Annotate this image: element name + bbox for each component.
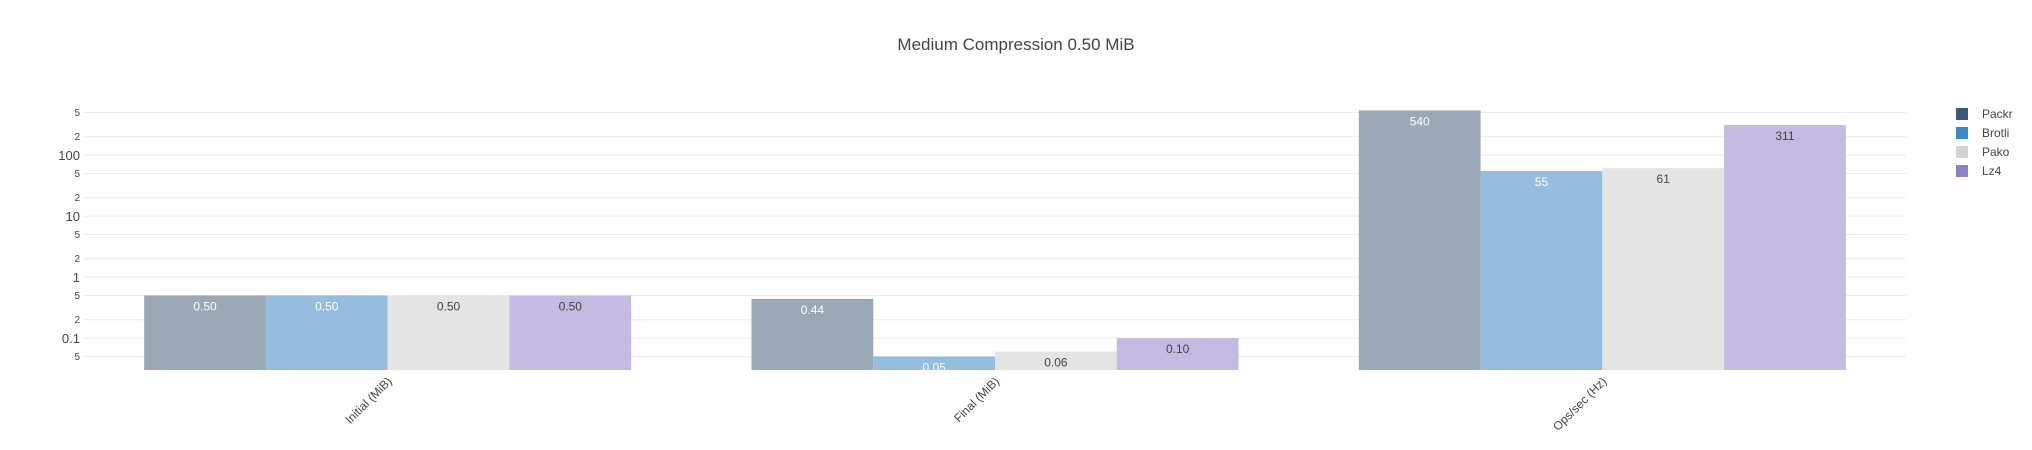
x-tick-label: Ops/sec (Hz) [1550, 374, 1609, 433]
legend-label: Packr [1982, 107, 2013, 121]
bar-lz4 [1116, 338, 1239, 370]
bar-value-label: 61 [1657, 172, 1671, 186]
bar-value-label: 0.50 [437, 299, 461, 313]
bar-packr [144, 295, 266, 370]
bar-value-label: 0.50 [559, 299, 583, 313]
legend-item-pako[interactable]: Pako [1956, 145, 2010, 159]
y-tick-label: 5 [74, 108, 80, 119]
bar-pako [387, 295, 510, 370]
legend-item-packr[interactable]: Packr [1956, 107, 2013, 121]
bar-lz4 [1724, 125, 1846, 370]
y-tick-label: 5 [74, 352, 80, 363]
bar-value-label: 0.05 [922, 360, 946, 374]
legend-swatch [1956, 165, 1968, 177]
legend-item-brotli[interactable]: Brotli [1956, 126, 2009, 140]
bar-value-label: 0.10 [1166, 342, 1190, 356]
legend[interactable]: Packr Brotli Pako Lz4 [1956, 107, 2013, 178]
x-tick-label: Final (MiB) [951, 374, 1002, 425]
bar-value-label: 0.50 [193, 299, 217, 313]
y-tick-label: 5 [74, 291, 80, 302]
legend-item-lz4[interactable]: Lz4 [1956, 164, 2002, 178]
bars [144, 110, 1846, 370]
legend-swatch [1956, 127, 1968, 139]
y-axis: 0.1 1 10 100 5 2 5 2 5 2 5 2 5 [58, 108, 80, 363]
data-labels: 0.50 0.50 0.50 0.50 0.44 0.05 0.06 0.10 540 55 61 3… [193, 114, 1794, 374]
y-tick-label: 2 [74, 132, 80, 143]
bar-value-label: 0.50 [315, 299, 339, 313]
bar-pako [1602, 168, 1725, 370]
bar-value-label: 0.44 [801, 303, 825, 317]
y-tick-label: 2 [74, 193, 80, 204]
bar-brotli [1480, 170, 1603, 370]
y-tick-label: 5 [74, 230, 80, 241]
chart-title: Medium Compression 0.50 MiB [897, 35, 1134, 54]
x-axis: Initial (MiB) Final (MiB) Ops/sec (Hz) [342, 374, 1609, 433]
bar-value-label: 0.06 [1044, 356, 1068, 370]
legend-label: Lz4 [1982, 164, 2002, 178]
legend-label: Brotli [1982, 126, 2009, 140]
y-tick-label: 5 [74, 169, 80, 180]
y-tick-label: 2 [74, 315, 80, 326]
legend-label: Pako [1982, 145, 2010, 159]
bar-packr [751, 298, 874, 370]
bar-brotli [873, 356, 995, 370]
y-tick-label: 100 [58, 148, 80, 163]
x-tick-label: Initial (MiB) [342, 374, 394, 426]
bar-value-label: 55 [1535, 175, 1549, 189]
legend-swatch [1956, 146, 1968, 158]
y-tick-label: 2 [74, 254, 80, 265]
legend-swatch [1956, 108, 1968, 120]
y-tick-label: 0.1 [62, 331, 80, 346]
y-tick-label: 10 [66, 209, 80, 224]
bar-value-label: 311 [1775, 129, 1794, 143]
bar-value-label: 540 [1410, 114, 1430, 128]
bar-pako [995, 351, 1117, 370]
bar-brotli [265, 295, 388, 370]
y-tick-label: 1 [73, 270, 80, 285]
bar-lz4 [509, 295, 632, 370]
bar-packr [1358, 110, 1481, 370]
